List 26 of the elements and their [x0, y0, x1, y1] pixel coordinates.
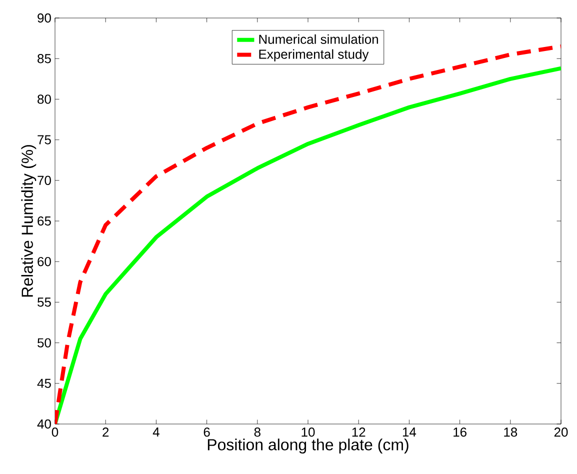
x-tick-label: 12 — [352, 428, 366, 437]
y-tick-label: 50 — [38, 338, 51, 348]
y-tick-label: 75 — [38, 135, 51, 144]
x-tick-label: 8 — [254, 428, 260, 437]
y-tick-label: 90 — [38, 13, 51, 23]
x-axis-title: Position along the plate (cm) — [208, 438, 408, 454]
y-tick-label: 40 — [37, 419, 51, 429]
x-tick-label: 2 — [102, 428, 109, 437]
y-tick-label: 55 — [38, 298, 51, 307]
x-tick-label: 18 — [504, 428, 518, 437]
x-tick-label: 14 — [402, 428, 416, 436]
y-tick-label: 60 — [38, 256, 51, 266]
y-tick-label: 65 — [38, 216, 51, 226]
y-tick-label: 70 — [38, 176, 51, 185]
y-axis-title: Relative Humidity (%) — [21, 145, 36, 297]
y-tick-label: 85 — [38, 54, 51, 64]
x-tick-label: 10 — [302, 428, 315, 437]
y-tick-label: 80 — [38, 94, 51, 104]
x-tick-label: 0 — [52, 428, 58, 437]
x-tick-label: 16 — [454, 428, 466, 437]
legend-label: Experimental study — [259, 49, 369, 62]
y-tick-label: 45 — [37, 378, 51, 388]
x-tick-label: 20 — [554, 428, 568, 437]
x-tick-label: 4 — [152, 428, 160, 436]
x-tick-label: 6 — [204, 428, 210, 437]
legend-label: Numerical simulation — [259, 34, 378, 44]
